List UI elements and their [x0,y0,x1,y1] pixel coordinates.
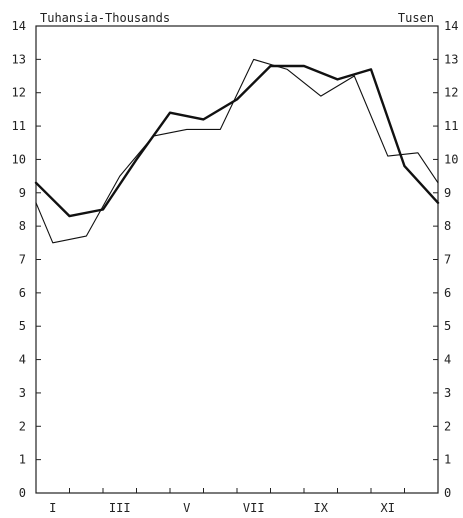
y-tick-label-left: 3 [19,386,26,400]
y-tick-label-right: 12 [444,86,458,100]
y-tick-label-right: 2 [444,419,451,433]
series-layer [34,58,440,244]
y-tick-label-left: 6 [19,286,26,300]
y-tick-label-left: 0 [19,486,26,500]
x-axis: I III V VII IX XI [35,488,439,515]
x-tick-label: XI [381,501,395,515]
y-tick-label-right: 3 [444,386,451,400]
y-tick-label-right: 1 [444,453,451,467]
y-tick-label-right: 5 [444,319,451,333]
y-tick-label-left: 1 [19,453,26,467]
x-tick-label: III [109,501,131,515]
header-right: Tusen [398,11,434,25]
y-tick-label-left: 13 [12,52,26,66]
y-tick-label-left: 12 [12,86,26,100]
y-tick-label-right: 14 [444,19,458,33]
y-tick-label-right: 6 [444,286,451,300]
x-tick-label: V [183,501,190,515]
y-tick-label-right: 9 [444,186,451,200]
x-tick-label: VII [243,501,265,515]
y-tick-label-left: 9 [19,186,26,200]
y-tick-label-left: 11 [12,119,26,133]
series-line-2 [35,58,439,244]
y-tick-label-left: 14 [12,19,26,33]
y-tick-label-left: 2 [19,419,26,433]
y-tick-label-left: 5 [19,319,26,333]
x-tick-label: I [49,501,56,515]
y-tick-label-left: 7 [19,253,26,267]
y-tick-label-right: 11 [444,119,458,133]
y-tick-label-right: 0 [444,486,451,500]
y-tick-label-left: 8 [19,219,26,233]
y-tick-label-right: 8 [444,219,451,233]
y-tick-label-right: 10 [444,152,458,166]
y-tick-label-left: 10 [12,152,26,166]
y-tick-label-right: 13 [444,52,458,66]
y-tick-label-right: 7 [444,253,451,267]
plot-frame [35,25,439,494]
y-tick-label-left: 4 [19,353,26,367]
header-left: Tuhansia-Thousands [40,11,170,25]
series-line-1 [34,64,440,218]
x-tick-label: IX [314,501,329,515]
y-tick-label-right: 4 [444,353,451,367]
